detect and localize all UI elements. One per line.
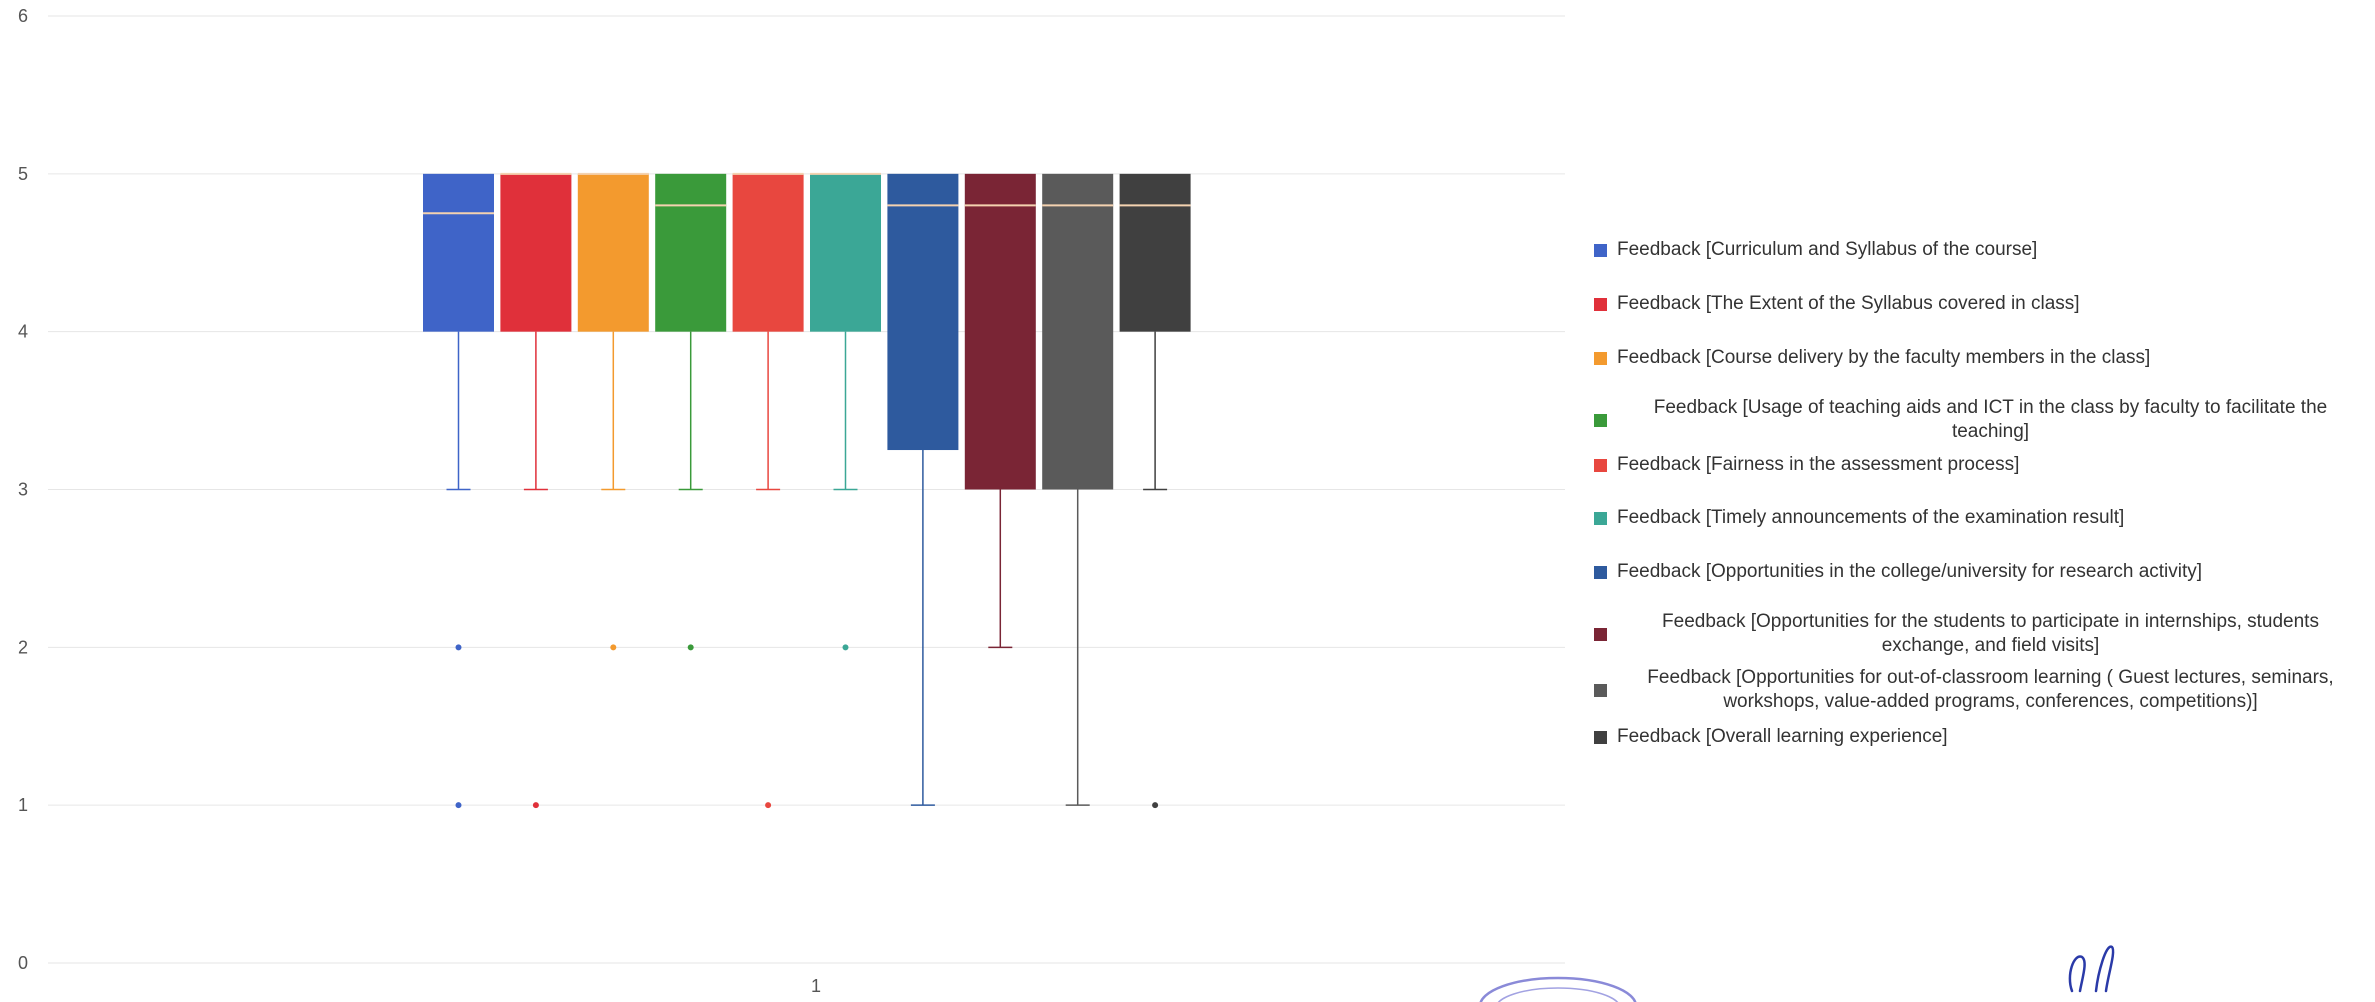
box-series-10 [1119,173,1191,809]
box-series-8 [964,173,1036,649]
legend-swatch [1594,730,1607,744]
legend-label: Feedback [Opportunities in the college/u… [1617,561,2203,582]
y-tick-label: 5 [18,164,28,184]
box [423,173,494,332]
box-series-4 [655,173,727,651]
legend-label: Feedback [Opportunities for the students… [1662,611,2319,656]
legend-label: Feedback [Usage of teaching aids and ICT… [1653,397,2328,442]
box-series-6 [810,172,881,651]
box [655,173,727,332]
box [1119,173,1191,332]
legend-item: Feedback [Timely announcements of the ex… [1594,506,2364,530]
outlier-point [687,644,694,651]
legend-item: Feedback [Opportunities for the students… [1594,610,2364,658]
legend-item: Feedback [Overall learning experience] [1594,725,2364,749]
box [500,173,572,332]
box-series-2 [500,172,572,809]
x-axis-ticks: 1 [811,976,821,993]
signature [2068,945,2115,993]
legend-label: Feedback [The Extent of the Syllabus cov… [1617,293,2080,314]
y-tick-label: 1 [18,795,28,815]
legend-swatch [1594,297,1607,311]
outlier-point [610,644,617,651]
y-tick-label: 3 [18,480,28,500]
outlier-point [842,644,849,651]
legend-item: Feedback [Fairness in the assessment pro… [1594,453,2364,477]
legend-label: Feedback [Curriculum and Syllabus of the… [1617,239,2038,260]
legend-item: Feedback [Curriculum and Syllabus of the… [1594,238,2364,262]
y-tick-label: 0 [18,953,28,973]
grid-lines [48,15,1565,964]
y-axis-ticks: 0 1 2 3 4 5 6 [18,6,28,973]
box-series-9 [1042,173,1114,806]
legend-swatch [1594,683,1607,697]
outlier-point [455,644,462,651]
x-tick-label: 1 [811,976,821,993]
box [887,173,959,451]
box-series-5 [732,172,804,809]
outlier-point [455,802,462,809]
legend-label: Feedback [Opportunities for out-of-class… [1647,667,2334,712]
outlier-point [765,802,772,809]
legend-label: Feedback [Timely announcements of the ex… [1617,507,2125,528]
legend-item: Feedback [Opportunities in the college/u… [1594,560,2364,584]
legend-label: Feedback [Overall learning experience] [1617,726,1948,747]
seal-stamp [1479,976,1637,1002]
y-tick-label: 4 [18,322,28,342]
box [732,173,804,332]
box-series-7 [887,173,959,806]
legend-swatch [1594,243,1607,257]
legend-swatch [1594,458,1607,472]
box-series-3 [577,172,649,651]
outlier-point [532,802,539,809]
outlier-point [1152,802,1159,809]
box [577,173,649,332]
legend-label: Feedback [Fairness in the assessment pro… [1617,454,2020,475]
boxes [423,172,1191,809]
y-tick-label: 6 [18,6,28,26]
legend-swatch [1594,565,1607,579]
legend-label: Feedback [Course delivery by the faculty… [1617,347,2151,368]
y-tick-label: 2 [18,637,28,657]
legend-item: Feedback [The Extent of the Syllabus cov… [1594,292,2364,316]
legend-item: Feedback [Usage of teaching aids and ICT… [1594,396,2364,444]
legend-swatch [1594,413,1607,427]
box [810,173,881,332]
box [964,173,1036,490]
box-series-1 [423,173,494,809]
legend-item: Feedback [Course delivery by the faculty… [1594,346,2364,370]
legend-swatch [1594,351,1607,365]
legend-swatch [1594,511,1607,525]
legend-item: Feedback [Opportunities for out-of-class… [1594,666,2364,714]
box [1042,173,1114,490]
legend-swatch [1594,627,1607,641]
